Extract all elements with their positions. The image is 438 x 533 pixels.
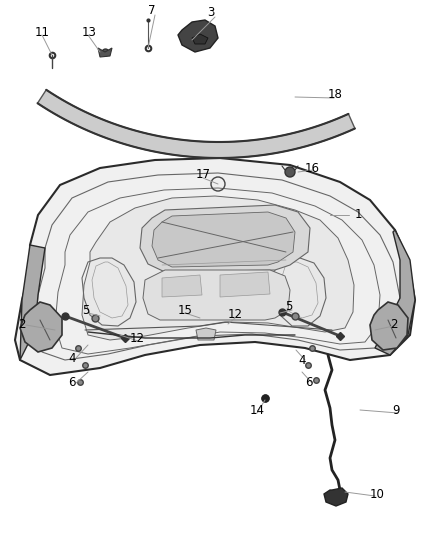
Text: 13: 13 xyxy=(82,26,97,38)
Text: 9: 9 xyxy=(392,403,399,416)
Polygon shape xyxy=(20,245,45,360)
Text: 2: 2 xyxy=(18,319,25,332)
Text: 17: 17 xyxy=(196,168,211,182)
Circle shape xyxy=(285,167,295,177)
Text: 16: 16 xyxy=(305,161,320,174)
Text: 12: 12 xyxy=(228,309,243,321)
Text: 1: 1 xyxy=(355,208,363,222)
Polygon shape xyxy=(82,196,354,340)
Text: 15: 15 xyxy=(178,303,193,317)
Text: 3: 3 xyxy=(207,5,214,19)
Text: 7: 7 xyxy=(148,4,155,17)
Polygon shape xyxy=(162,275,202,297)
Polygon shape xyxy=(220,272,270,297)
Polygon shape xyxy=(178,20,218,52)
Text: 2: 2 xyxy=(390,319,398,332)
Text: 5: 5 xyxy=(82,303,89,317)
Polygon shape xyxy=(152,212,295,267)
Polygon shape xyxy=(192,34,208,44)
Polygon shape xyxy=(140,205,310,272)
Text: 5: 5 xyxy=(285,301,293,313)
Text: 4: 4 xyxy=(298,353,305,367)
Polygon shape xyxy=(20,302,62,352)
Text: 11: 11 xyxy=(35,26,50,38)
Polygon shape xyxy=(38,90,355,158)
Polygon shape xyxy=(375,230,415,355)
Text: 10: 10 xyxy=(370,489,385,502)
Text: 6: 6 xyxy=(68,376,75,390)
Text: 18: 18 xyxy=(328,88,343,101)
Polygon shape xyxy=(324,488,348,506)
Text: 12: 12 xyxy=(130,332,145,344)
Polygon shape xyxy=(15,158,415,375)
Polygon shape xyxy=(143,270,290,320)
Text: 14: 14 xyxy=(250,403,265,416)
Polygon shape xyxy=(370,302,408,350)
Polygon shape xyxy=(98,48,112,57)
Polygon shape xyxy=(196,328,216,340)
Text: 6: 6 xyxy=(305,376,312,390)
Text: 4: 4 xyxy=(68,351,75,365)
